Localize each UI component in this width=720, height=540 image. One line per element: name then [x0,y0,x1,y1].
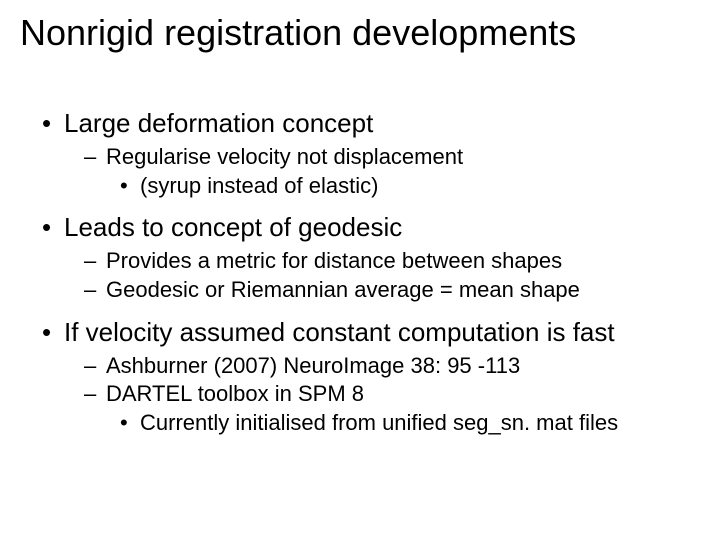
dash-icon: – [84,143,106,172]
list-item: • Leads to concept of geodesic – Provide… [42,210,700,304]
list-item: – DARTEL toolbox in SPM 8 • Currently in… [84,380,700,437]
bullet-list-level3: • Currently initialised from unified seg… [120,409,700,438]
bullet-list-level2: – Regularise velocity not displacement •… [84,143,700,200]
list-item: • Currently initialised from unified seg… [120,409,700,438]
list-item: – Ashburner (2007) NeuroImage 38: 95 -11… [84,352,700,381]
bullet-icon: • [42,210,64,245]
bullet-icon: • [42,106,64,141]
list-item: – Provides a metric for distance between… [84,247,700,276]
list-item: – Geodesic or Riemannian average = mean … [84,276,700,305]
list-item: • If velocity assumed constant computati… [42,315,700,438]
list-item-text: (syrup instead of elastic) [140,172,378,201]
list-item-text: Large deformation concept [64,106,373,141]
slide: Nonrigid registration developments • Lar… [0,0,720,540]
bullet-icon: • [120,409,140,438]
slide-title: Nonrigid registration developments [20,12,700,54]
list-item-text: Leads to concept of geodesic [64,210,402,245]
list-item: – Regularise velocity not displacement •… [84,143,700,200]
list-item-text: DARTEL toolbox in SPM 8 [106,380,364,409]
list-item-text: Provides a metric for distance between s… [106,247,562,276]
list-item-text: Geodesic or Riemannian average = mean sh… [106,276,580,305]
bullet-list-level3: • (syrup instead of elastic) [120,172,700,201]
list-item: • Large deformation concept – Regularise… [42,106,700,200]
list-item-text: If velocity assumed constant computation… [64,315,615,350]
bullet-icon: • [42,315,64,350]
bullet-list-level2: – Ashburner (2007) NeuroImage 38: 95 -11… [84,352,700,438]
dash-icon: – [84,247,106,276]
bullet-icon: • [120,172,140,201]
dash-icon: – [84,380,106,409]
list-item-text: Ashburner (2007) NeuroImage 38: 95 -113 [106,352,520,381]
list-item-text: Currently initialised from unified seg_s… [140,409,618,438]
list-item-text: Regularise velocity not displacement [106,143,463,172]
bullet-list-level1: • Large deformation concept – Regularise… [42,106,700,437]
list-item: • (syrup instead of elastic) [120,172,700,201]
dash-icon: – [84,352,106,381]
bullet-list-level2: – Provides a metric for distance between… [84,247,700,304]
dash-icon: – [84,276,106,305]
